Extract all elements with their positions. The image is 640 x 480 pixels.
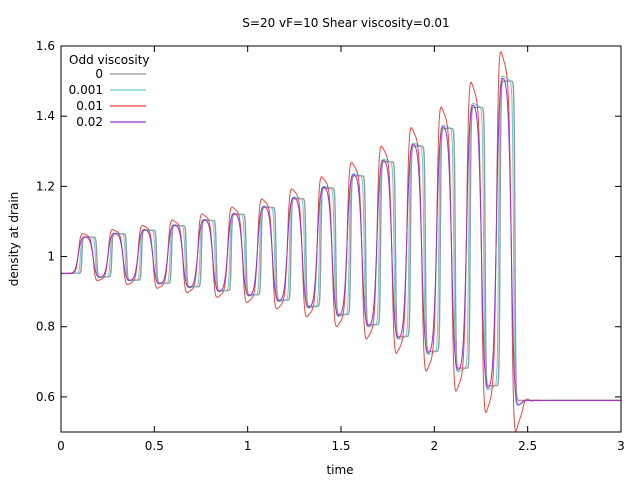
- series-line-0: [61, 80, 621, 402]
- x-axis-label: time: [326, 463, 353, 477]
- legend: Odd viscosity 0 0.001 0.01 0.02: [69, 53, 150, 129]
- plot-frame: [60, 45, 622, 433]
- x-tick-label: 1: [244, 439, 252, 453]
- x-axis: 0 0.5 1 1.5 2 2.5 3: [57, 46, 625, 453]
- series-line-0.01: [61, 51, 621, 432]
- series-line-0.02: [61, 77, 621, 406]
- series-line-0.001: [61, 75, 621, 406]
- x-tick-label: 2.5: [518, 439, 537, 453]
- plot-curves: [61, 51, 621, 432]
- legend-title: Odd viscosity: [69, 53, 150, 67]
- y-axis-label: density at drain: [7, 192, 21, 287]
- y-tick-label: 1.4: [36, 109, 55, 123]
- legend-label: 0: [95, 67, 103, 81]
- legend-label: 0.001: [69, 83, 103, 97]
- legend-label: 0.01: [76, 99, 103, 113]
- x-tick-label: 0: [57, 439, 65, 453]
- y-tick-label: 0.8: [36, 320, 55, 334]
- y-tick-label: 1: [47, 250, 55, 264]
- y-tick-label: 1.2: [36, 179, 55, 193]
- x-tick-label: 2: [431, 439, 439, 453]
- x-tick-label: 0.5: [145, 439, 164, 453]
- chart-title: S=20 vF=10 Shear viscosity=0.01: [242, 16, 449, 30]
- x-tick-label: 1.5: [331, 439, 350, 453]
- y-tick-label: 0.6: [36, 390, 55, 404]
- y-axis: 0.6 0.8 1 1.2 1.4 1.6: [36, 39, 621, 404]
- y-tick-label: 1.6: [36, 39, 55, 53]
- legend-label: 0.02: [76, 115, 103, 129]
- x-tick-label: 3: [617, 439, 625, 453]
